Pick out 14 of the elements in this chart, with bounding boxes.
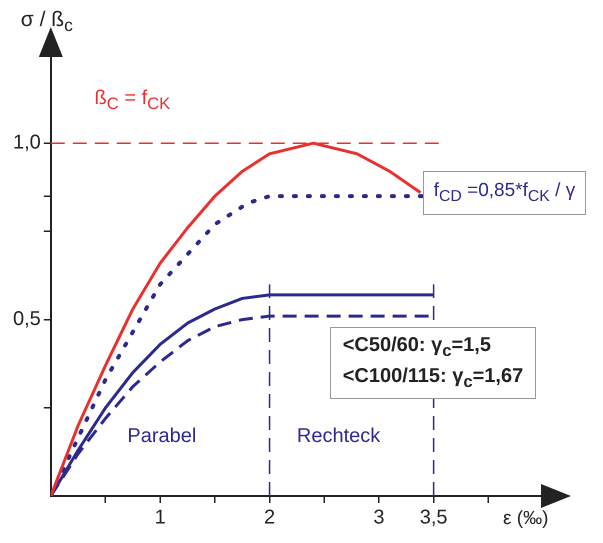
y-tick-label: 1,0 (12, 132, 41, 154)
annotation: ß$_{C}$ = f$_{CK}$ (94, 86, 170, 114)
y-tick-label: 0,5 (12, 308, 41, 330)
x-axis-title: ε (‰) (503, 508, 548, 530)
x-tick-label: 3 (373, 506, 384, 529)
y-axis-title: σ / ß$_{c}$ (20, 8, 73, 36)
annotation: <C100/115: γ$_{c}$=1,67 (342, 364, 524, 392)
x-tick-label: 3,5 (420, 506, 448, 529)
annotation: <C50/60: γ$_{c}$=1,5 (342, 334, 492, 361)
x-tick-label: 1 (154, 506, 166, 529)
annotation: f$_{CD}$ =0,85*f$_{CK}$ / γ (434, 180, 576, 206)
annotation: Rechteck (296, 425, 380, 448)
annotation: Parabel (127, 425, 196, 448)
x-tick-label: 2 (264, 506, 276, 529)
